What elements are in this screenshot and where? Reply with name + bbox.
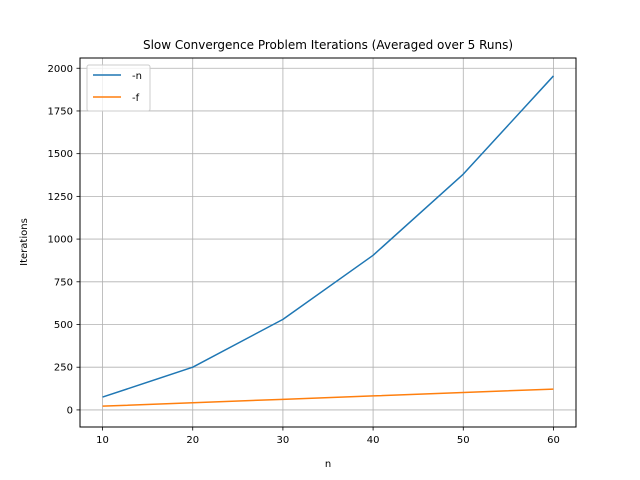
x-tick-label: 60 xyxy=(547,435,560,446)
x-axis-label: n xyxy=(325,459,331,470)
legend-label: -f xyxy=(132,93,140,104)
y-axis-ticks: 0 250 500 750 1000 1250 1500 1750 2000 xyxy=(48,64,80,416)
y-tick-label: 1750 xyxy=(48,106,73,117)
y-tick-label: 1500 xyxy=(48,149,73,160)
legend-box xyxy=(86,64,151,112)
x-tick-label: 30 xyxy=(277,435,290,446)
series-line-2 xyxy=(102,388,554,407)
data-lines xyxy=(102,75,555,407)
legend: -n -f xyxy=(86,64,151,112)
legend-label: -n xyxy=(132,71,142,82)
y-tick-label: 2000 xyxy=(48,64,73,75)
y-tick-label: 250 xyxy=(54,363,73,374)
x-axis-ticks: 10 20 30 40 50 60 xyxy=(96,427,560,446)
x-tick-label: 20 xyxy=(186,435,199,446)
x-tick-label: 50 xyxy=(457,435,470,446)
series-line-1 xyxy=(102,75,555,398)
chart-title: Slow Convergence Problem Iterations (Ave… xyxy=(143,38,513,52)
plot-area-frame xyxy=(79,57,577,428)
y-tick-label: 1250 xyxy=(48,192,73,203)
x-tick-label: 40 xyxy=(367,435,380,446)
y-tick-label: 1000 xyxy=(48,235,73,246)
y-tick-label: 500 xyxy=(54,320,73,331)
grid-lines xyxy=(80,58,576,427)
x-tick-label: 10 xyxy=(96,435,109,446)
y-axis-label: Iterations xyxy=(19,218,30,266)
y-tick-label: 0 xyxy=(67,405,73,416)
y-tick-label: 750 xyxy=(54,277,73,288)
